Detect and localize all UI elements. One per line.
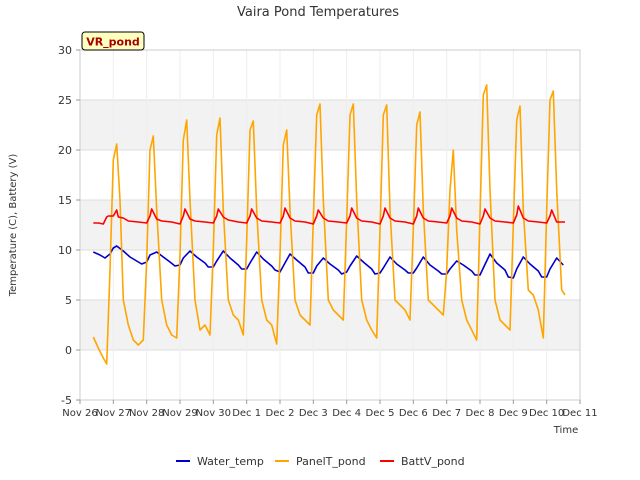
x-tick-label: Nov 26 <box>62 408 97 419</box>
legend-label: PanelT_pond <box>296 455 366 468</box>
y-tick-label: -5 <box>61 394 72 407</box>
plot-band <box>80 50 580 100</box>
plot-band <box>80 200 580 250</box>
x-tick-label: Dec 4 <box>332 408 361 419</box>
series-lines <box>92 84 566 365</box>
plot-band <box>80 250 580 300</box>
x-tick-label: Dec 5 <box>366 408 395 419</box>
legend-label: BattV_pond <box>401 455 465 468</box>
x-tick-label: Dec 6 <box>399 408 428 419</box>
annotation-bg <box>81 31 145 51</box>
x-tick-label: Nov 29 <box>162 408 197 419</box>
plot-bands <box>80 50 580 400</box>
plot-frame <box>79 49 581 401</box>
x-tick-label: Nov 28 <box>129 408 164 419</box>
y-tick-label: 30 <box>58 44 72 57</box>
x-tick-label: Dec 10 <box>529 408 564 419</box>
series-line-panelt-pond <box>92 84 566 365</box>
y-tick-label: 10 <box>58 244 72 257</box>
annotation-box: VR_pond <box>81 31 145 51</box>
x-axis-label: Time <box>553 425 578 436</box>
x-tick-label: Dec 9 <box>499 408 528 419</box>
y-axis-ticks: -5 0 5 10 15 20 25 30 <box>58 44 80 407</box>
chart-title: Vaira Pond Temperatures <box>237 5 399 20</box>
x-tick-label: Dec 8 <box>466 408 495 419</box>
plot-band <box>80 350 580 400</box>
x-tick-label: Dec 11 <box>562 408 597 419</box>
annotation-label: VR_pond <box>86 36 140 49</box>
y-tick-label: 15 <box>58 194 72 207</box>
plot-band <box>80 100 580 150</box>
plot-band <box>80 150 580 200</box>
x-tick-label: Dec 7 <box>432 408 461 419</box>
x-tick-label: Dec 1 <box>232 408 261 419</box>
x-tick-label: Nov 30 <box>196 408 231 419</box>
legend-label: Water_temp <box>197 455 264 468</box>
y-tick-label: 20 <box>58 144 72 157</box>
x-tick-label: Dec 2 <box>266 408 295 419</box>
y-tick-label: 25 <box>58 94 72 107</box>
y-tick-label: 5 <box>65 294 72 307</box>
y-axis-label: Temperature (C), Battery (V) <box>8 154 19 298</box>
x-tick-label: Dec 3 <box>299 408 328 419</box>
legend: Water_temp PanelT_pond BattV_pond <box>176 455 465 468</box>
x-tick-label: Nov 27 <box>96 408 131 419</box>
series-line-battv-pond <box>93 205 565 225</box>
y-tick-label: 0 <box>65 344 72 357</box>
